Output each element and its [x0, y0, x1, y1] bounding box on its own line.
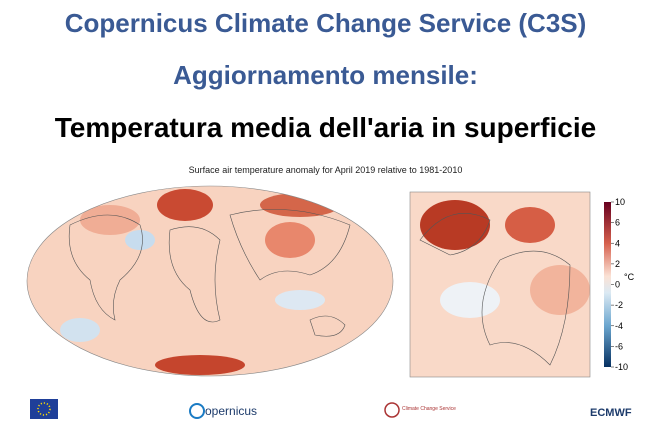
colorbar-tick-label: -2: [615, 300, 623, 310]
c3s-mark: [384, 402, 400, 418]
copernicus-logo: opernicus: [205, 404, 257, 418]
world-map: [27, 186, 393, 376]
copernicus-mark: [189, 403, 205, 419]
subtitle: Aggiornamento mensile:: [173, 60, 478, 90]
colorbar-tick-label: 6: [615, 218, 620, 228]
colorbar-tick-label: 4: [615, 238, 620, 248]
ecmwf-logo: ECMWF: [590, 407, 632, 419]
heading: Temperatura media dell'aria in superfici…: [54, 112, 597, 143]
colorbar-tick-label: -4: [615, 321, 623, 331]
colorbar-tick-label: 0: [615, 280, 620, 290]
colorbar: [604, 202, 611, 367]
colorbar-tick-label: -10: [615, 362, 628, 372]
title: Copernicus Climate Change Service (C3S): [64, 8, 587, 38]
figure-caption: Surface air temperature anomaly for Apri…: [188, 165, 463, 175]
colorbar-tick-label: 10: [615, 197, 625, 207]
colorbar-unit: °C: [624, 272, 635, 282]
eu-logo: [30, 399, 58, 419]
europe-map: [410, 192, 590, 377]
c3s-logo: Climate Change Service: [402, 406, 456, 412]
colorbar-tick-label: -6: [615, 341, 623, 351]
colorbar-tick-label: 2: [615, 259, 620, 269]
